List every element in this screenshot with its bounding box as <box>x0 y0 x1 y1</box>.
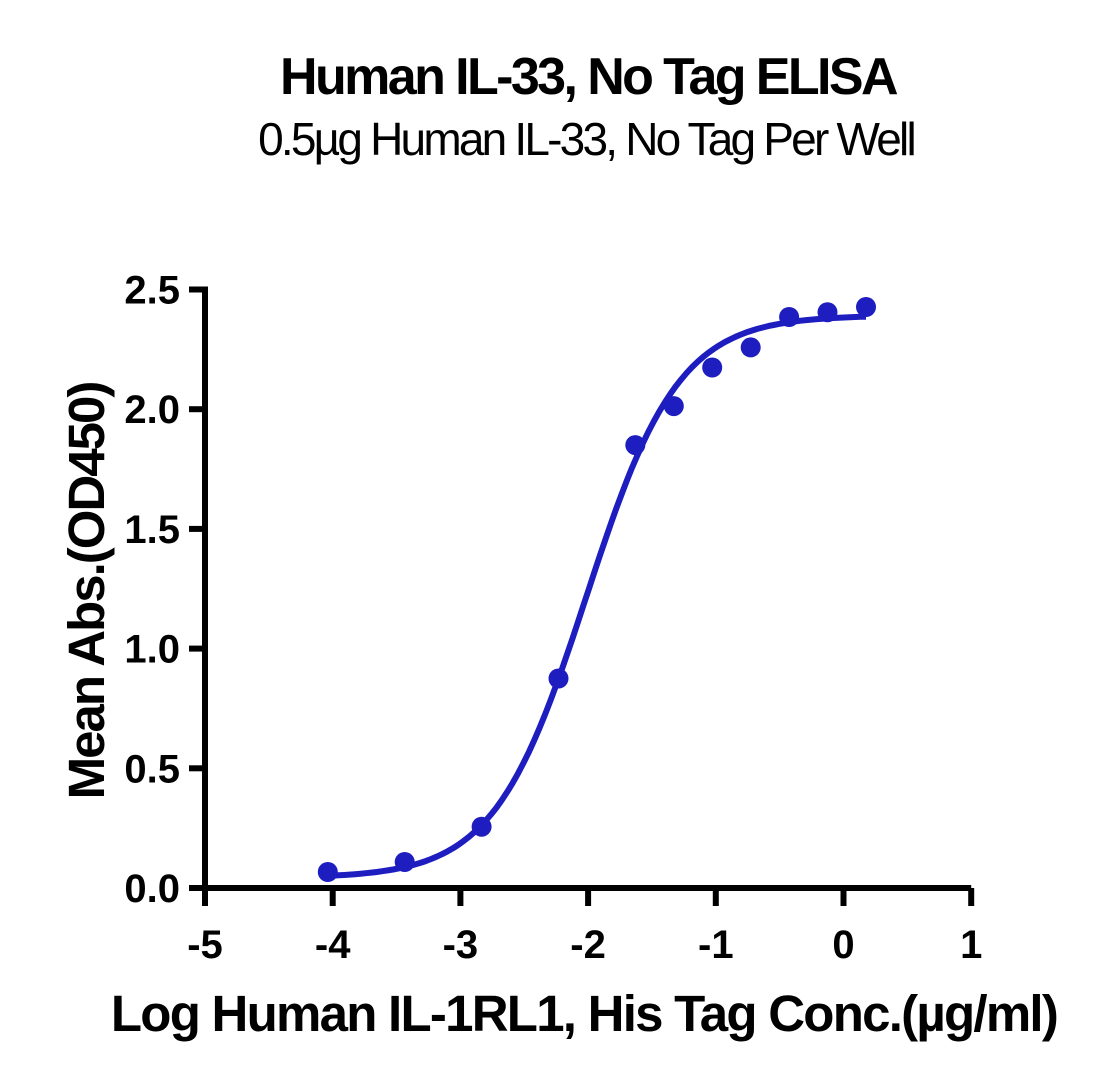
svg-text:Human IL-33, No Tag ELISA: Human IL-33, No Tag ELISA <box>280 48 898 106</box>
svg-text:-2: -2 <box>570 923 606 967</box>
svg-text:Log Human IL-1RL1, His Tag Con: Log Human IL-1RL1, His Tag Conc.(µg/ml) <box>111 985 1057 1042</box>
svg-text:1.5: 1.5 <box>124 508 180 552</box>
svg-text:0.5µg Human IL-33, No Tag Per: 0.5µg Human IL-33, No Tag Per Well <box>258 113 914 165</box>
svg-text:-1: -1 <box>698 923 734 967</box>
svg-text:0: 0 <box>832 923 854 967</box>
svg-text:Mean Abs.(OD450): Mean Abs.(OD450) <box>58 383 115 800</box>
svg-text:-5: -5 <box>187 923 223 967</box>
svg-text:1.0: 1.0 <box>124 628 180 672</box>
svg-text:-4: -4 <box>315 923 351 967</box>
svg-text:-3: -3 <box>443 923 479 967</box>
svg-text:0.0: 0.0 <box>124 867 180 911</box>
svg-text:0.5: 0.5 <box>124 747 180 791</box>
svg-text:2.5: 2.5 <box>124 269 180 313</box>
svg-text:1: 1 <box>960 923 982 967</box>
svg-text:2.0: 2.0 <box>124 388 180 432</box>
